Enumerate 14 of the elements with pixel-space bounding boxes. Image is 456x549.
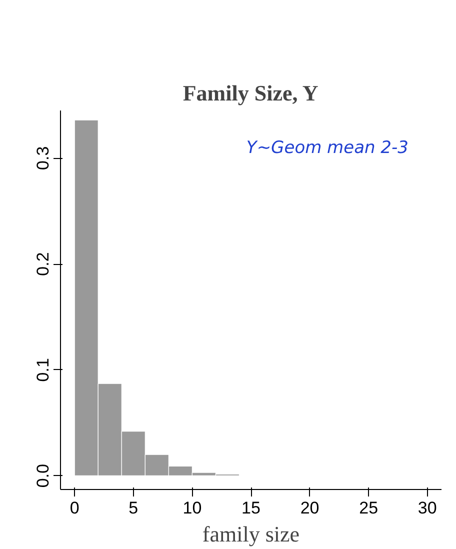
x-axis-title: family size: [202, 522, 300, 546]
x-tick-label: 30: [418, 498, 437, 518]
x-tick-label: 0: [70, 498, 80, 518]
x-tick-label: 10: [182, 498, 202, 518]
chart-title: Family Size, Y: [182, 80, 318, 106]
x-tick-label: 5: [128, 498, 138, 518]
y-tick-label: 0.3: [34, 146, 52, 170]
x-tick-label: 25: [359, 498, 378, 518]
x-tick-label: 15: [242, 498, 260, 518]
y-tick-label: 0.2: [34, 252, 52, 276]
x-tick-label: 20: [300, 498, 320, 518]
annotation: Y~Geom mean 2-3: [246, 138, 408, 158]
y-tick-label: 0.1: [34, 358, 52, 382]
y-tick-label: 0.0: [34, 464, 52, 488]
